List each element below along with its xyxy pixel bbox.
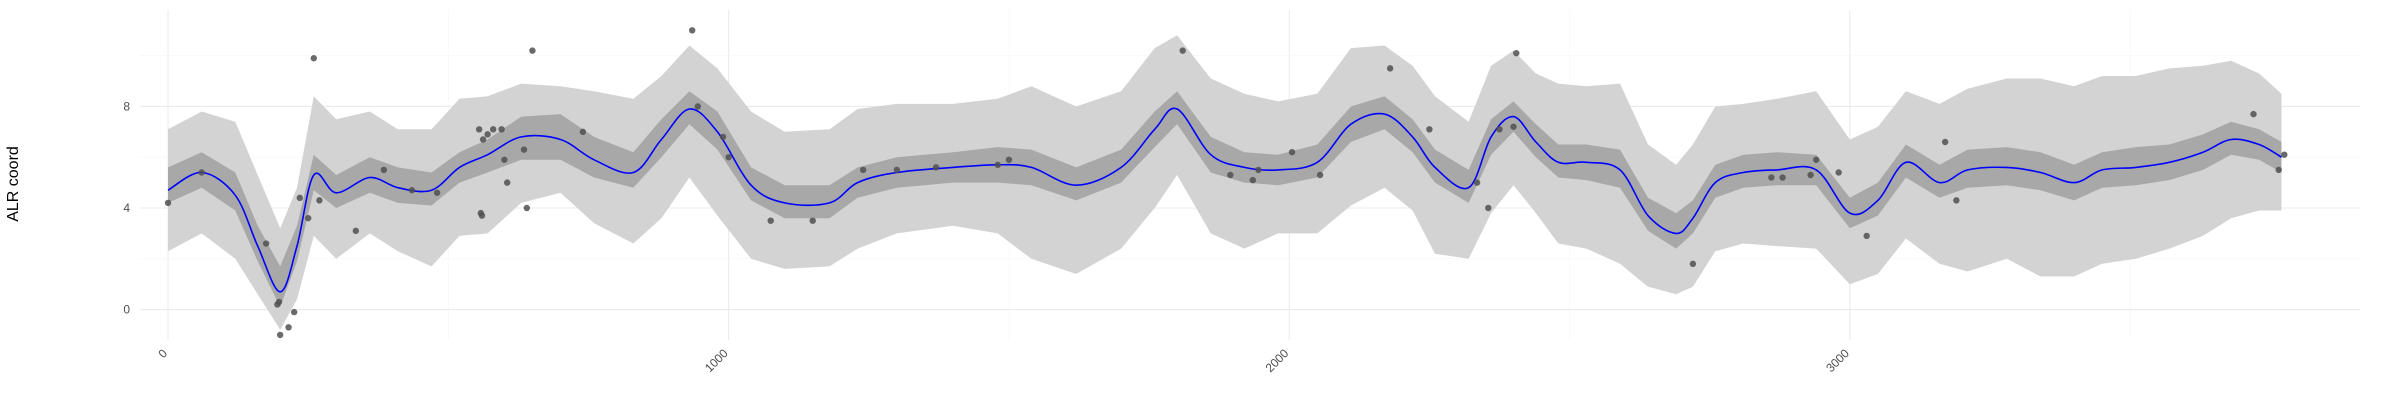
data-point	[1288, 148, 1296, 156]
data-point	[2250, 110, 2257, 118]
data-point	[433, 189, 441, 196]
data-point	[316, 197, 323, 204]
data-point	[1473, 179, 1481, 186]
data-point	[1496, 126, 1503, 133]
data-point	[1863, 232, 1870, 240]
data-point	[1510, 123, 1517, 130]
data-point	[352, 227, 360, 235]
line-layer	[167, 107, 2282, 293]
data-point	[893, 166, 901, 174]
data-point	[484, 131, 491, 138]
data-point	[290, 308, 298, 316]
data-point	[1179, 47, 1186, 54]
inner-credible-band	[168, 91, 2282, 307]
data-point	[501, 156, 508, 163]
x-tick-label: 3000	[1823, 346, 1852, 375]
y-tick-label: 8	[123, 99, 130, 113]
data-point	[1835, 169, 1842, 176]
data-point	[694, 103, 702, 110]
data-point	[1779, 174, 1786, 181]
data-point	[520, 146, 528, 153]
data-point	[262, 240, 270, 247]
data-point	[1941, 138, 1949, 146]
data-point	[1386, 65, 1394, 72]
data-point	[296, 194, 303, 202]
ribbon-layer	[168, 35, 2282, 330]
data-point	[164, 199, 172, 207]
data-point	[1227, 171, 1234, 179]
data-point	[380, 166, 388, 174]
point-layer	[164, 27, 2288, 339]
mean-line	[167, 107, 2282, 293]
data-point	[1485, 204, 1492, 212]
data-point	[767, 217, 774, 224]
data-point	[859, 166, 867, 174]
data-point	[1513, 49, 1520, 57]
data-point	[1316, 171, 1324, 179]
data-point	[1813, 156, 1820, 163]
data-point	[489, 126, 497, 133]
x-tick-label: 2000	[1263, 346, 1292, 375]
data-point	[529, 47, 536, 54]
data-point	[579, 128, 587, 136]
data-point	[275, 298, 283, 306]
y-tick-label: 0	[123, 303, 130, 317]
data-point	[1689, 260, 1697, 268]
data-point	[719, 133, 727, 141]
data-point	[1255, 166, 1262, 174]
data-point	[310, 55, 317, 62]
data-point	[2275, 166, 2282, 174]
y-axis-title: ALR coord	[5, 146, 22, 222]
data-point	[1426, 126, 1433, 133]
x-tick-label: 1000	[702, 346, 731, 375]
data-point	[809, 217, 816, 224]
data-point	[688, 27, 696, 34]
data-point	[932, 164, 940, 171]
data-point	[478, 212, 486, 219]
data-point	[725, 154, 732, 161]
data-point	[408, 187, 416, 194]
data-point	[1249, 176, 1257, 184]
data-point	[198, 169, 205, 176]
data-point	[498, 126, 505, 133]
data-point	[1807, 171, 1814, 179]
data-point	[276, 331, 284, 339]
data-point	[2281, 151, 2288, 158]
data-point	[503, 179, 511, 186]
data-point	[304, 214, 312, 222]
data-point	[285, 324, 292, 331]
y-tick-label: 4	[123, 201, 130, 215]
data-point	[1768, 174, 1775, 181]
data-point	[1005, 156, 1013, 163]
data-point	[994, 161, 1001, 169]
data-point	[1953, 197, 1960, 204]
data-point	[475, 126, 483, 133]
data-point	[479, 136, 487, 143]
x-tick-label: 0	[156, 346, 171, 361]
data-point	[523, 204, 531, 212]
